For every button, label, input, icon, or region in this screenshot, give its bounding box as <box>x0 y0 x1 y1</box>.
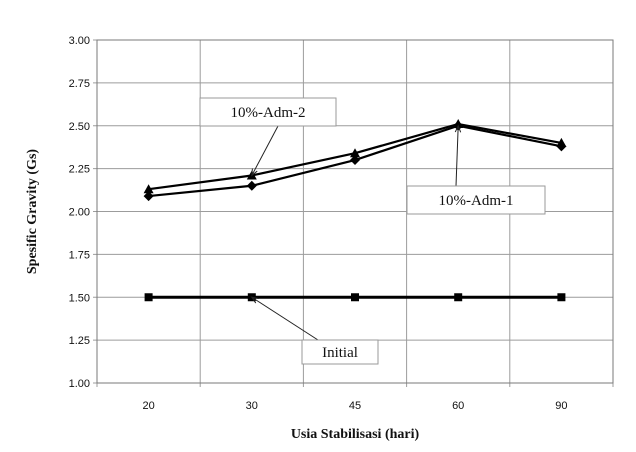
annotation-layer: 10%-Adm-2 10%-Adm-1 Initial <box>199 97 546 365</box>
y-tick-label: 3.00 <box>69 35 90 47</box>
annotation-arrowhead <box>251 168 258 177</box>
x-tick-label: 60 <box>452 400 464 412</box>
annotation-label: 10%-Adm-2 <box>231 105 306 121</box>
y-tick-label: 2.25 <box>69 164 90 176</box>
x-tick-label: 90 <box>555 400 567 412</box>
y-tick-label: 1.50 <box>69 292 90 304</box>
x-tick-label: 20 <box>142 400 154 412</box>
annotation-box <box>406 185 546 215</box>
annotation-arrowhead <box>454 124 462 133</box>
annotation-box <box>199 97 337 127</box>
data-point <box>351 293 359 302</box>
annotation-label: 10%-Adm-1 <box>439 193 514 209</box>
y-tick-label: 2.75 <box>69 78 90 90</box>
series-layer <box>143 119 567 302</box>
annotation-leader <box>251 125 279 176</box>
data-point <box>143 191 154 202</box>
y-tick-label: 2.50 <box>69 121 90 133</box>
x-tick-label: 30 <box>246 400 258 412</box>
x-axis-title: Usia Stabilisasi (hari) <box>291 427 420 442</box>
annotation-leader <box>251 296 319 341</box>
data-point <box>143 184 154 194</box>
data-point <box>350 148 360 158</box>
annotation-box <box>301 339 379 365</box>
x-tick-label: 45 <box>349 400 361 412</box>
data-point <box>144 293 153 302</box>
y-tick-label: 1.75 <box>69 249 90 261</box>
data-point <box>246 180 257 191</box>
annotation-arrowhead <box>250 296 259 304</box>
y-tick-label: 1.00 <box>69 378 90 390</box>
annotation-label: Initial <box>322 345 358 361</box>
data-point <box>350 155 360 166</box>
data-point <box>454 293 463 302</box>
data-point <box>557 293 566 302</box>
data-point <box>556 141 567 152</box>
y-tick-label: 1.25 <box>69 335 90 347</box>
y-tick-label: 2.00 <box>69 207 90 219</box>
plot-frame <box>96 39 614 384</box>
annotation-leader <box>455 125 459 187</box>
y-axis-title: Spesific Gravity (Gs) <box>25 149 40 275</box>
label-layer: 1.00 1.25 1.50 1.75 2.00 2.25 2.50 2.75 3.00 20 30… <box>69 35 568 412</box>
